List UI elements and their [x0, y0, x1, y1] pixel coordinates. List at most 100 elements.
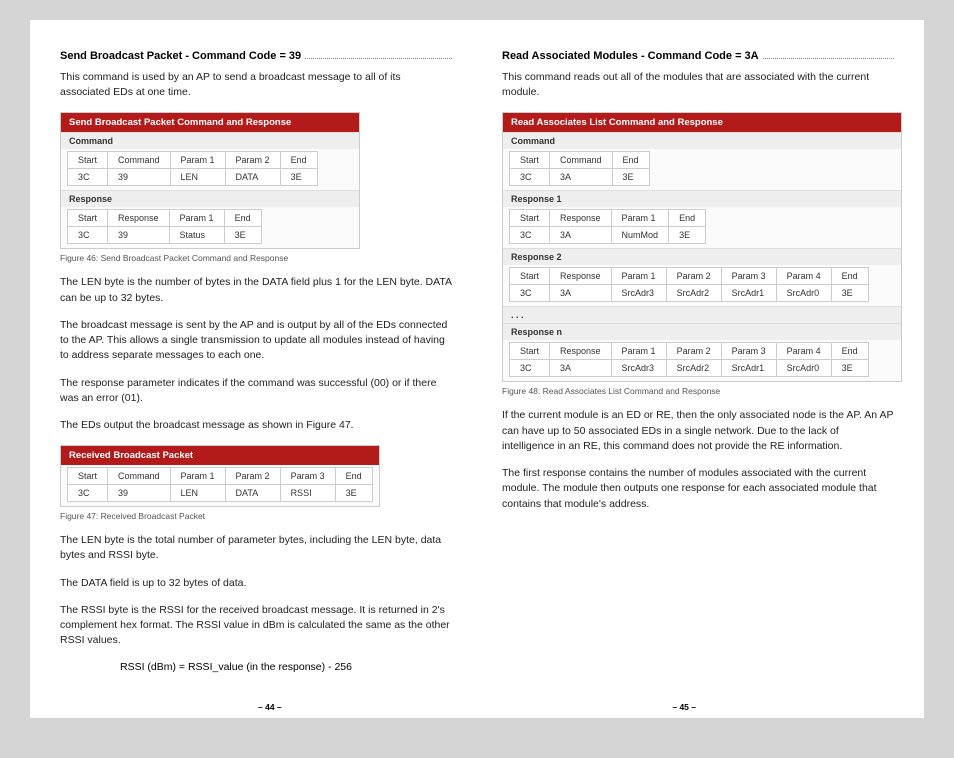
p-bcast: The broadcast message is sent by the AP …: [60, 318, 452, 364]
table-cell: 3A: [550, 360, 612, 377]
table-cell: Param 3: [721, 268, 776, 285]
table-cell: Start: [68, 210, 108, 227]
table1-rsp-hdr: Response: [61, 190, 359, 207]
table-cell: SrcAdr2: [666, 360, 721, 377]
fig48-caption: Figure 48: Read Associates List Command …: [502, 386, 894, 396]
table1-title: Send Broadcast Packet Command and Respon…: [61, 113, 359, 132]
rt1-r2-hdr: Response 2: [503, 248, 901, 265]
rt1-title: Read Associates List Command and Respons…: [503, 113, 901, 132]
rt1-r2: StartResponseParam 1Param 2Param 3Param …: [509, 267, 869, 302]
table-cell: Response: [550, 210, 612, 227]
table-cell: Param 1: [170, 468, 225, 485]
table-cell: Command: [108, 468, 171, 485]
table-cell: Status: [169, 227, 224, 244]
table-cell: 39: [108, 227, 170, 244]
table-cell: Start: [68, 468, 108, 485]
left-heading: Send Broadcast Packet - Command Code = 3…: [60, 50, 301, 62]
r-p2: The first response contains the number o…: [502, 466, 894, 512]
table-cell: 39: [108, 169, 171, 186]
table-cell: 39: [108, 485, 171, 502]
table-cell: 3E: [280, 169, 317, 186]
table1-cmd: StartCommandParam 1Param 2End3C39LENDATA…: [67, 151, 318, 186]
table-cell: RSSI: [280, 485, 335, 502]
table-cell: 3C: [510, 285, 550, 302]
right-intro: This command reads out all of the module…: [502, 70, 894, 100]
table-cell: 3C: [68, 227, 108, 244]
right-column: Read Associated Modules - Command Code =…: [502, 50, 894, 708]
table-cell: Param 3: [721, 343, 776, 360]
table-cell: 3C: [68, 485, 108, 502]
rt1-cmd-hdr: Command: [503, 132, 901, 149]
rssi-equation: RSSI (dBm) = RSSI_value (in the response…: [60, 661, 452, 673]
table-cell: Command: [550, 152, 613, 169]
table1-cmd-hdr: Command: [61, 132, 359, 149]
table-cell: 3E: [831, 285, 868, 302]
table-cell: SrcAdr1: [721, 285, 776, 302]
left-column: Send Broadcast Packet - Command Code = 3…: [60, 50, 452, 708]
table-cell: 3E: [335, 485, 372, 502]
table-cell: SrcAdr1: [721, 360, 776, 377]
page: Send Broadcast Packet - Command Code = 3…: [30, 20, 924, 718]
table1-rsp: StartResponseParam 1End3C39Status3E: [67, 209, 262, 244]
table-cell: End: [280, 152, 317, 169]
table-cell: End: [669, 210, 706, 227]
table-cell: Param 4: [776, 268, 831, 285]
table2: StartCommandParam 1Param 2Param 3End 3C39…: [67, 467, 373, 502]
table-cell: Response: [550, 343, 612, 360]
table-cell: 3A: [550, 227, 612, 244]
table-cell: Param 3: [280, 468, 335, 485]
fig46-caption: Figure 46: Send Broadcast Packet Command…: [60, 253, 452, 263]
table-cell: 3E: [612, 169, 649, 186]
table-cell: 3C: [68, 169, 108, 186]
r-p1: If the current module is an ED or RE, th…: [502, 408, 894, 454]
table-cell: Response: [108, 210, 170, 227]
table-cell: Start: [510, 343, 550, 360]
table-cell: End: [831, 268, 868, 285]
table-cell: 3E: [224, 227, 261, 244]
table-cell: 3C: [510, 360, 550, 377]
table-cell: Param 1: [169, 210, 224, 227]
table-cell: End: [335, 468, 372, 485]
table-cell: 3E: [669, 227, 706, 244]
rt1-r1-hdr: Response 1: [503, 190, 901, 207]
table-cell: Param 2: [666, 268, 721, 285]
page-num-right: – 45 –: [672, 702, 696, 712]
table-cell: DATA: [225, 169, 280, 186]
table-cell: SrcAdr3: [611, 360, 666, 377]
p-eds: The EDs output the broadcast message as …: [60, 418, 452, 433]
p-rssi: The RSSI byte is the RSSI for the receiv…: [60, 603, 452, 649]
table-cell: End: [831, 343, 868, 360]
rt1-rn-hdr: Response n: [503, 323, 901, 340]
p-resp: The response parameter indicates if the …: [60, 376, 452, 406]
table-cell: SrcAdr0: [776, 285, 831, 302]
dotted-rule: [763, 58, 894, 59]
rt1-rn: StartResponseParam 1Param 2Param 3Param …: [509, 342, 869, 377]
table-cell: Param 2: [225, 152, 280, 169]
dotted-rule: [305, 58, 452, 59]
rt1-cmd: StartCommandEnd3C3A3E: [509, 151, 650, 186]
table-cell: Param 4: [776, 343, 831, 360]
table-cell: SrcAdr3: [611, 285, 666, 302]
table-broadcast-cmd: Send Broadcast Packet Command and Respon…: [60, 112, 360, 249]
table-cell: Param 2: [666, 343, 721, 360]
table-cell: 3C: [510, 227, 550, 244]
p-len2: The LEN byte is the total number of para…: [60, 533, 452, 563]
table-associates: Read Associates List Command and Respons…: [502, 112, 902, 382]
right-heading: Read Associated Modules - Command Code =…: [502, 50, 759, 62]
table-cell: Start: [510, 268, 550, 285]
table-received-bcast: Received Broadcast Packet StartCommandPa…: [60, 445, 380, 507]
table-cell: Start: [510, 210, 550, 227]
table-cell: SrcAdr0: [776, 360, 831, 377]
table-cell: Param 1: [170, 152, 225, 169]
p-len: The LEN byte is the number of bytes in t…: [60, 275, 452, 305]
table-cell: Response: [550, 268, 612, 285]
table-cell: 3C: [510, 169, 550, 186]
table-cell: Param 2: [225, 468, 280, 485]
table-cell: Param 1: [611, 343, 666, 360]
table-cell: NumMod: [611, 227, 669, 244]
page-num-left: – 44 –: [258, 702, 282, 712]
p-data: The DATA field is up to 32 bytes of data…: [60, 576, 452, 591]
table-cell: 3A: [550, 169, 613, 186]
table-cell: LEN: [170, 169, 225, 186]
table2-title: Received Broadcast Packet: [61, 446, 379, 465]
